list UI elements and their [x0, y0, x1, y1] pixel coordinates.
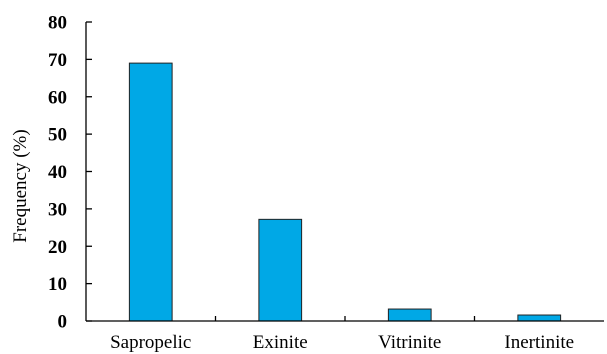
y-tick-label: 50 — [48, 125, 67, 146]
y-tick-label: 0 — [58, 312, 68, 333]
bar-sapropelic — [128, 62, 173, 322]
y-tick-label: 60 — [48, 87, 67, 108]
y-tick-label: 40 — [48, 162, 67, 183]
y-tick-label: 70 — [48, 50, 67, 71]
bar-vitrinite — [387, 308, 432, 322]
bar-inertinite — [517, 314, 562, 322]
x-axis-ticks: Sapropelic Exinite Vitrinite Inertinite — [110, 316, 574, 353]
bar-exinite — [258, 218, 303, 322]
y-axis-ticks: 0 10 20 30 40 50 60 70 80 — [48, 13, 92, 333]
y-tick-label: 30 — [48, 199, 67, 220]
y-tick-label: 10 — [48, 274, 67, 295]
y-tick-label: 20 — [48, 237, 67, 258]
x-tick-label-vitrinite: Vitrinite — [378, 332, 441, 353]
bars — [128, 62, 562, 322]
y-axis-label: Frequency (%) — [10, 129, 31, 242]
x-tick-label-sapropelic: Sapropelic — [110, 332, 191, 353]
x-tick-label-exinite: Exinite — [253, 332, 308, 353]
x-tick-label-inertinite: Inertinite — [504, 332, 574, 353]
y-tick-label: 80 — [48, 13, 67, 34]
